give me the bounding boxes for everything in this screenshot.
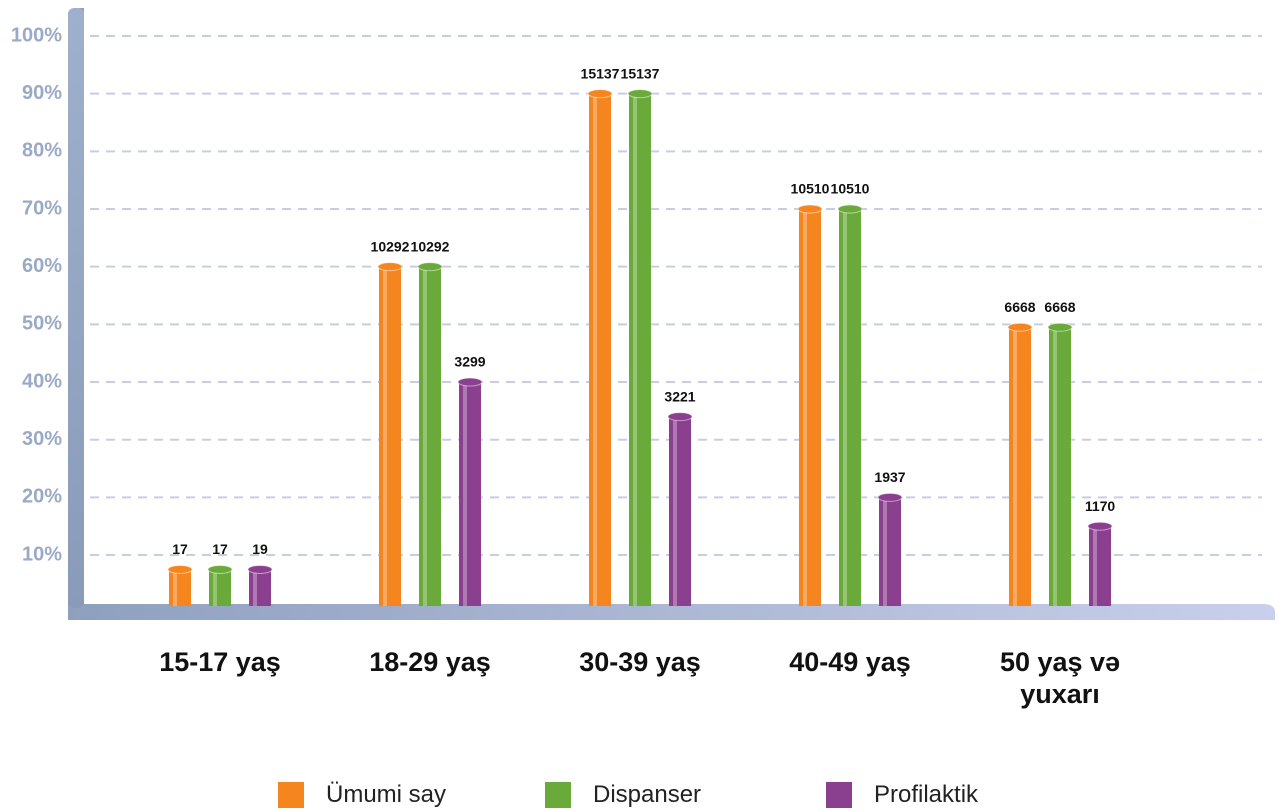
bar-cap: [797, 204, 823, 214]
y-tick-label: 70%: [22, 197, 62, 219]
value-label: 1937: [874, 469, 905, 485]
bar-highlight: [253, 569, 257, 606]
x-tick-label: 40-49 yaş: [789, 647, 911, 677]
bar-cap: [667, 412, 693, 422]
value-label: 15137: [621, 65, 660, 81]
value-label: 10292: [371, 238, 410, 254]
y-tick-label: 30%: [22, 428, 62, 450]
y-tick-label: 20%: [22, 486, 62, 508]
bar-cap: [627, 89, 653, 99]
bar-highlight: [173, 569, 177, 606]
bar-highlight: [673, 416, 677, 606]
bar-highlight: [1013, 327, 1017, 606]
bar-cap: [587, 89, 613, 99]
legend-label: Ümumi say: [326, 781, 447, 808]
bar-highlight: [803, 209, 807, 606]
bar: [1009, 327, 1031, 606]
bar-cap: [457, 377, 483, 387]
bar-cap: [207, 564, 233, 574]
bar: [669, 416, 691, 606]
legend-item: Ümumi say: [278, 780, 446, 810]
bar-highlight: [1093, 526, 1097, 606]
legend-label: Dispanser: [593, 781, 702, 808]
legend-item: Dispanser: [545, 780, 701, 810]
value-label: 10510: [831, 181, 870, 197]
bar: [379, 266, 401, 606]
bar: [169, 569, 191, 606]
bar: [839, 209, 861, 606]
y-tick-label: 50%: [22, 313, 62, 335]
value-label: 3221: [664, 388, 695, 404]
bar-cap: [877, 492, 903, 502]
bar-highlight: [463, 382, 467, 606]
bar: [419, 266, 441, 606]
value-label: 10510: [791, 181, 830, 197]
legend-item: Profilaktik: [826, 780, 978, 810]
value-label: 17: [212, 541, 228, 557]
value-label: 17: [172, 541, 188, 557]
legend-swatch: [545, 782, 571, 808]
legend-swatch: [278, 782, 304, 808]
value-label: 19: [252, 541, 268, 557]
bar-cap: [247, 564, 273, 574]
bar-highlight: [383, 266, 387, 606]
value-label: 6668: [1004, 299, 1035, 315]
value-label: 1170: [1085, 498, 1116, 514]
x-tick-label: 18-29 yaş: [369, 647, 491, 677]
bar: [249, 569, 271, 606]
bar: [1049, 327, 1071, 606]
bar-cap: [417, 262, 443, 272]
x-tick-label: 15-17 yaş: [159, 647, 281, 677]
bar-cap: [167, 564, 193, 574]
bar-highlight: [883, 497, 887, 606]
bar: [589, 93, 611, 607]
bar-cap: [377, 262, 403, 272]
bar: [209, 569, 231, 606]
bar-cap: [1047, 322, 1073, 332]
bar-cap: [1087, 521, 1113, 531]
bar: [799, 209, 821, 606]
x-tick-label: 30-39 yaş: [579, 647, 701, 677]
y-tick-label: 60%: [22, 255, 62, 277]
bar-highlight: [633, 93, 637, 607]
bar: [629, 93, 651, 607]
legend-swatch: [826, 782, 852, 808]
value-label: 3299: [454, 354, 485, 370]
bar: [1089, 526, 1111, 606]
value-label: 15137: [581, 65, 620, 81]
bar-cap: [837, 204, 863, 214]
bar-highlight: [593, 93, 597, 607]
y-axis-bar: [68, 8, 84, 608]
bar: [879, 497, 901, 606]
y-tick-label: 10%: [22, 543, 62, 565]
value-label: 10292: [411, 238, 450, 254]
x-tick-label: 50 yaş və yuxarı: [999, 647, 1121, 709]
bar-cap: [1007, 322, 1033, 332]
y-tick-label: 100%: [11, 24, 62, 46]
bar-highlight: [423, 266, 427, 606]
bar-highlight: [843, 209, 847, 606]
y-tick-label: 80%: [22, 140, 62, 162]
y-tick-label: 90%: [22, 82, 62, 104]
legend-label: Profilaktik: [874, 781, 979, 808]
y-tick-label: 40%: [22, 370, 62, 392]
value-label: 6668: [1044, 299, 1075, 315]
bar-highlight: [213, 569, 217, 606]
bar-highlight: [1053, 327, 1057, 606]
bar: [459, 382, 481, 606]
